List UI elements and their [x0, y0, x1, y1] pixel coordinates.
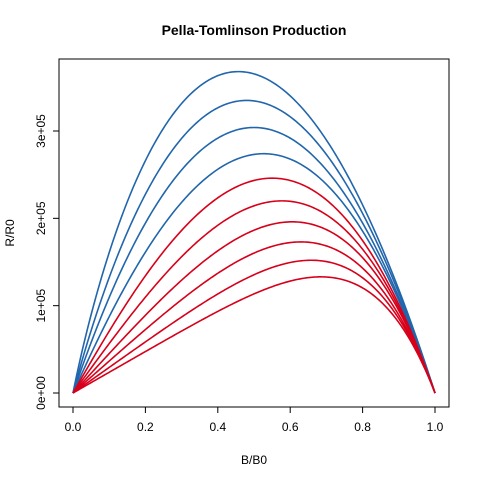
y-tick-label: 3e+05 — [34, 114, 48, 148]
y-tick-label: 0e+00 — [34, 376, 48, 410]
series-line-1 — [72, 70, 436, 394]
series-line-2 — [72, 99, 436, 394]
series-line-3 — [72, 126, 436, 394]
y-tick-label: 1e+05 — [34, 288, 48, 322]
x-axis-label: B/B0 — [241, 453, 267, 467]
series-line-6 — [72, 200, 436, 394]
x-tick-label: 0.6 — [282, 420, 299, 434]
series-line-4 — [72, 152, 436, 394]
x-tick-label: 0.0 — [65, 420, 82, 434]
series-line-9 — [72, 259, 436, 394]
series-line-7 — [72, 221, 436, 394]
series-line-8 — [72, 241, 436, 394]
x-tick-label: 1.0 — [427, 420, 444, 434]
x-axis: 0.0 0.2 0.4 0.6 0.8 1.0 — [65, 406, 444, 434]
y-axis-label: R/R0 — [3, 219, 17, 247]
x-tick-label: 0.2 — [137, 420, 154, 434]
y-axis: 0e+00 1e+05 2e+05 3e+05 — [34, 114, 60, 410]
x-tick-label: 0.8 — [354, 420, 371, 434]
series-line-5 — [72, 177, 436, 394]
x-tick-label: 0.4 — [209, 420, 226, 434]
series-line-10 — [72, 276, 436, 394]
series-group — [72, 70, 436, 394]
y-tick-label: 2e+05 — [34, 201, 48, 235]
chart-title: Pella-Tomlinson Production — [162, 22, 347, 38]
